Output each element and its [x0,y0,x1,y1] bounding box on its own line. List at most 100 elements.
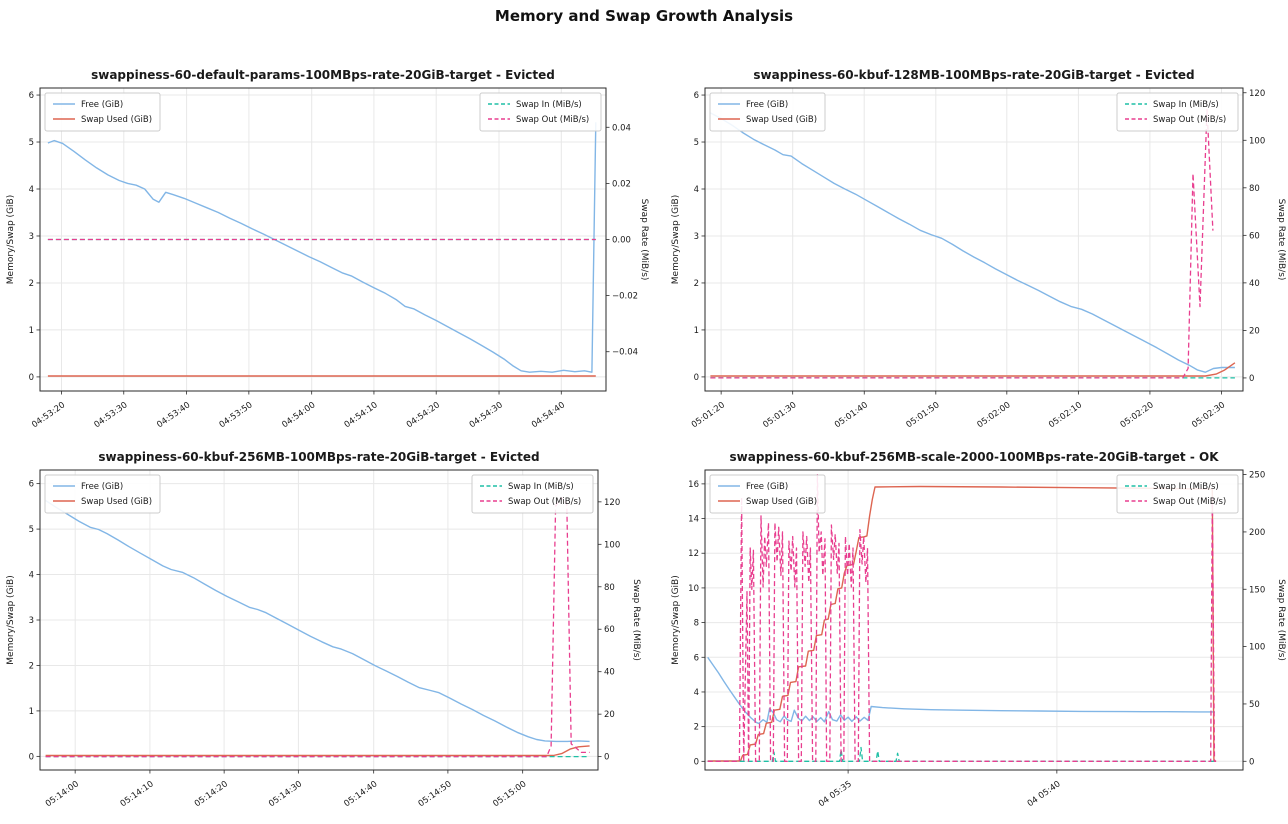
y-tick-label-right: 60 [604,625,615,635]
x-tick-label: 05:14:10 [119,779,156,809]
y-tick-label-left: 0 [29,373,34,383]
y-tick-label-left: 5 [29,525,34,535]
y-tick-label-right: 80 [1249,184,1260,194]
legend-box [479,92,602,132]
y-tick-label-left: 8 [694,619,699,629]
y-tick-label-right: 0.04 [612,123,631,133]
subplot-bottom-left: 05:14:00 05:14:10 05:14:20 05:14:30 05:14:40… [0,432,650,824]
y-tick-label-left: 1 [29,707,34,717]
y-tick-label-right: 40 [1249,279,1260,289]
series-free [45,499,590,743]
y-tick-label-left: 6 [29,480,34,490]
y-tick-label-left: 4 [29,571,34,581]
y-tick-label-left: 12 [688,549,699,559]
x-tick-label: 05:01:30 [761,400,798,430]
x-tick-label: 05:14:50 [417,779,454,809]
subplot-title: swappiness-60-kbuf-256MB-100MBps-rate-20… [98,450,539,464]
y-tick-label-left: 6 [694,653,699,663]
y-tick-label-left: 4 [29,185,34,195]
x-tick-label: 05:14:20 [193,779,230,809]
left-axis-label: Memory/Swap (GiB) [671,195,681,284]
legend-label: Swap In (MiB/s) [516,100,582,110]
y-tick-label-left: 5 [29,138,34,148]
y-tick-label-right: 0 [1249,757,1254,767]
legend-box [44,474,161,514]
y-tick-label-right: 100 [604,540,620,550]
x-tick-label: 05:01:20 [690,400,727,430]
subplot-title: swappiness-60-kbuf-256MB-scale-2000-100M… [730,450,1220,464]
y-tick-label-left: 2 [694,279,699,289]
chart-canvas: 04 05:35 04 05:40 0 2 4 6 8 10 12 14 16 0 50 100 150 20… [671,450,1286,809]
x-tick-label: 04 05:40 [1026,779,1063,809]
legend-box [709,474,826,514]
x-tick-label: 05:14:30 [267,779,304,809]
y-tick-label-left: 6 [29,91,34,101]
series-swap_used [45,745,590,757]
series-free [707,656,1215,725]
y-tick-label-left: 6 [694,91,699,101]
y-tick-label-left: 2 [694,723,699,733]
x-tick-label: 04 05:35 [817,779,854,809]
x-tick-label: 05:02:10 [1047,400,1084,430]
gridlines [40,470,598,770]
legend-box [44,92,161,132]
right-axis-label: Swap Rate (MiB/s) [1276,579,1286,661]
series-swap_in [707,746,1217,762]
legend-label: Swap Out (MiB/s) [1153,497,1226,507]
y-tick-label-right: 0 [1249,374,1254,384]
right-axis-label: Swap Rate (MiB/s) [1276,199,1286,281]
y-tick-label-left: 14 [688,515,699,525]
y-tick-label-left: 0 [29,752,34,762]
plot-border [704,469,1244,771]
y-tick-label-left: 0 [694,373,699,383]
series-swap_used [707,485,1217,762]
subplot-top-left: 04:53:20 04:53:30 04:53:40 04:53:50 04:54:00… [0,0,650,432]
x-tick-label: 04:53:50 [218,400,255,430]
legend-label: Swap Used (GiB) [81,115,152,125]
chart-canvas: 04:53:20 04:53:30 04:53:40 04:53:50 04:54:00… [6,68,649,430]
x-tick-label: 05:14:00 [44,779,81,809]
y-tick-label-right: 0.02 [612,179,631,189]
plot-border [704,87,1244,392]
y-tick-label-right: 100 [1249,643,1265,653]
y-tick-label-right: 120 [604,498,620,508]
legend-box [1116,92,1239,132]
y-tick-label-right: 200 [1249,528,1265,538]
legend-label: Swap Used (GiB) [746,115,817,125]
series-swap_out [707,473,1217,762]
chart-canvas: 05:01:20 05:01:30 05:01:40 05:01:50 05:02:00… [671,68,1286,430]
x-tick-label: 04:53:20 [30,400,67,430]
chart-canvas: 05:14:00 05:14:10 05:14:20 05:14:30 05:14:40… [6,450,641,809]
x-tick-label: 04:54:10 [343,400,380,430]
y-tick-label-right: 150 [1249,585,1265,595]
x-tick-label: 05:01:50 [905,400,942,430]
y-tick-label-right: 40 [604,668,615,678]
legend-label: Swap Out (MiB/s) [1153,115,1226,125]
left-axis-label: Memory/Swap (GiB) [6,575,16,664]
y-tick-label-right: 120 [1249,89,1265,99]
gridlines [705,88,1243,391]
y-tick-label-left: 2 [29,279,34,289]
y-tick-label-right: 250 [1249,471,1265,481]
legend-label: Swap Used (GiB) [746,497,817,507]
x-tick-label: 04:54:30 [468,400,505,430]
x-tick-label: 04:54:00 [280,400,317,430]
legend-label: Swap In (MiB/s) [1153,100,1219,110]
x-tick-label: 05:01:40 [833,400,870,430]
y-tick-label-left: 1 [29,326,34,336]
legend-label: Free (GiB) [81,482,123,492]
y-tick-label-right: 20 [1249,326,1260,336]
y-tick-label-left: 10 [688,584,699,594]
gridlines [705,470,1243,770]
x-tick-label: 04:53:30 [92,400,129,430]
legend-box [471,474,594,514]
left-axis-label: Memory/Swap (GiB) [6,195,16,284]
x-tick-label: 05:15:00 [491,779,528,809]
legend-label: Swap Used (GiB) [81,497,152,507]
x-tick-label: 05:02:00 [976,400,1013,430]
legend-label: Free (GiB) [81,100,123,110]
y-tick-label-left: 16 [688,480,699,490]
y-tick-label-right: 60 [1249,231,1260,241]
y-tick-label-right: 0 [604,753,609,763]
